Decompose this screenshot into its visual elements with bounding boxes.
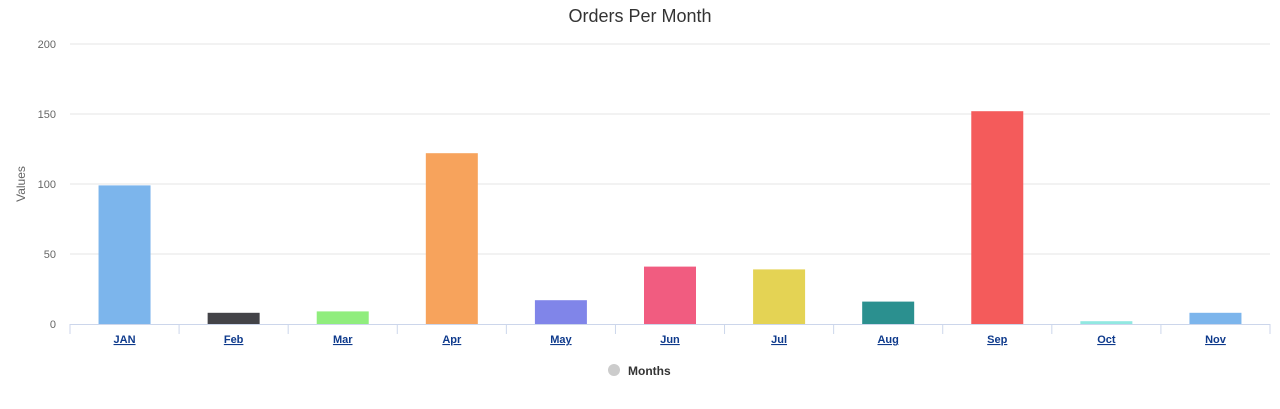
bar-apr[interactable] (426, 153, 478, 324)
x-tick-label-jul[interactable]: Jul (771, 334, 787, 346)
y-axis-title: Values (14, 166, 28, 202)
x-tick-label-apr[interactable]: Apr (442, 334, 462, 346)
x-tick-label-nov[interactable]: Nov (1205, 334, 1227, 346)
x-tick-label-oct[interactable]: Oct (1097, 334, 1116, 346)
bar-mar[interactable] (317, 311, 369, 324)
bar-jul[interactable] (753, 269, 805, 324)
y-tick-label: 100 (38, 179, 56, 191)
bars (99, 111, 1242, 324)
bar-sep[interactable] (971, 111, 1023, 324)
x-axis: JAN Feb Mar Apr May Jun Jul Aug Sep Oct Nov (70, 324, 1270, 346)
y-tick-label: 200 (38, 39, 56, 51)
x-tick-label-jun[interactable]: Jun (660, 334, 680, 346)
y-tick-label: 50 (44, 249, 56, 261)
y-tick-label: 0 (50, 319, 56, 331)
x-tick-label-aug[interactable]: Aug (877, 334, 898, 346)
x-tick-label-mar[interactable]: Mar (333, 334, 353, 346)
bar-jun[interactable] (644, 267, 696, 324)
legend-marker[interactable] (608, 364, 620, 376)
legend[interactable]: Months (608, 364, 671, 378)
grid (70, 44, 1270, 254)
y-tick-label: 150 (38, 109, 56, 121)
bar-jan[interactable] (99, 185, 151, 324)
bar-feb[interactable] (208, 313, 260, 324)
bar-aug[interactable] (862, 302, 914, 324)
chart-title: Orders Per Month (568, 6, 711, 26)
y-axis-ticks: 0 50 100 150 200 (38, 39, 56, 331)
legend-label[interactable]: Months (628, 364, 671, 378)
x-tick-label-may[interactable]: May (550, 334, 572, 346)
x-tick-label-jan[interactable]: JAN (114, 334, 136, 346)
bar-nov[interactable] (1189, 313, 1241, 324)
x-tick-label-sep[interactable]: Sep (987, 334, 1007, 346)
x-tick-label-feb[interactable]: Feb (224, 334, 244, 346)
bar-oct[interactable] (1080, 321, 1132, 324)
bar-may[interactable] (535, 300, 587, 324)
